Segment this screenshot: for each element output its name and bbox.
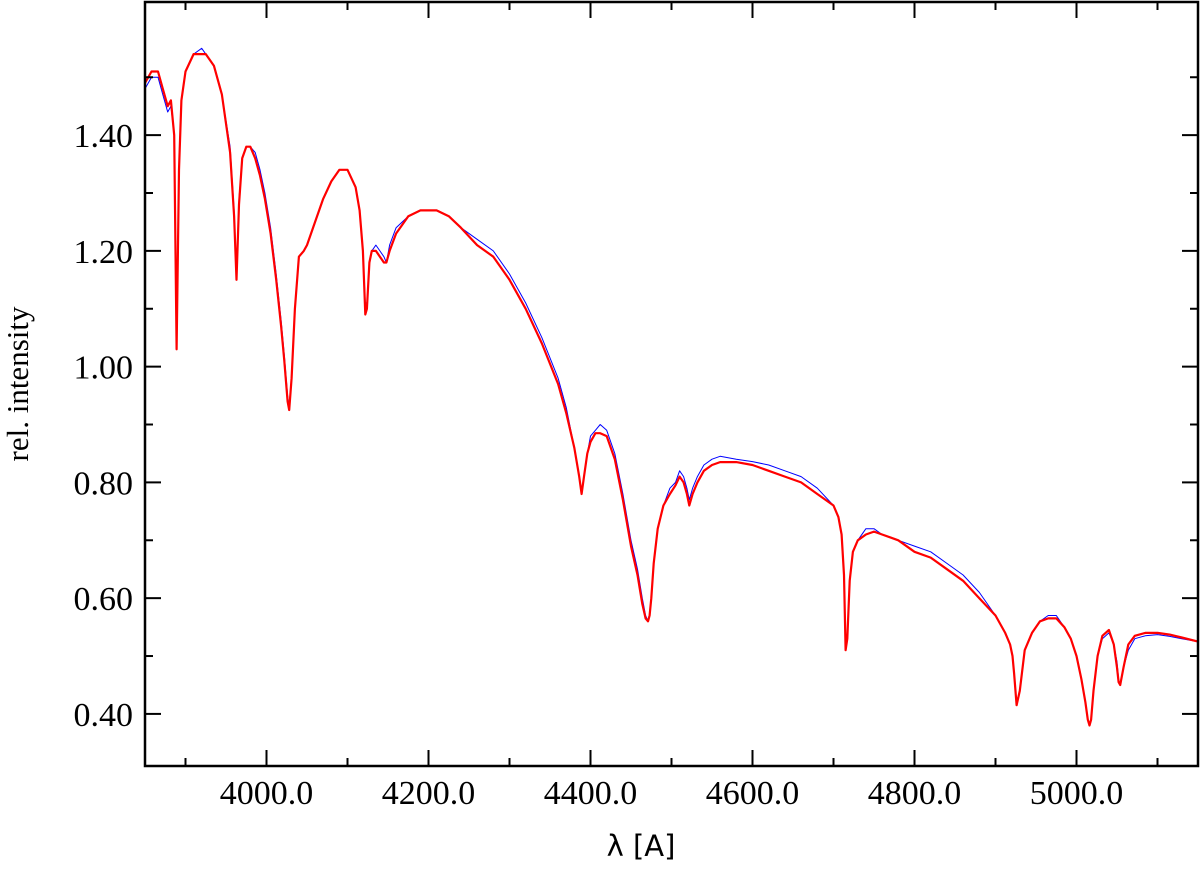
x-tick-label: 4600.0 — [706, 775, 800, 812]
x-tick-label: 4000.0 — [220, 775, 314, 812]
y-tick-label: 0.80 — [74, 465, 134, 502]
tick-layer: 4000.0 4200.0 4400.0 4600.0 4800.0 5000.0 0.40… — [74, 2, 1198, 812]
y-tick-label: 0.40 — [74, 697, 134, 734]
y-axis-label: rel. intensity — [0, 306, 35, 461]
y-tick-label: 1.00 — [74, 350, 134, 387]
x-tick-label: 4800.0 — [868, 775, 962, 812]
y-tick-label: 0.60 — [74, 581, 134, 618]
series-line-1 — [144, 47, 1199, 726]
x-tick-label: 4200.0 — [382, 775, 476, 812]
plot-frame — [143, 0, 1200, 768]
y-tick-label: 1.20 — [74, 234, 134, 271]
x-axis-label: λ [A] — [607, 829, 676, 863]
series-line-2 — [144, 52, 1199, 727]
y-tick-label: 1.40 — [74, 118, 134, 155]
x-tick-label: 4400.0 — [544, 775, 638, 812]
series-layer — [144, 47, 1199, 727]
x-tick-label: 5000.0 — [1030, 775, 1124, 812]
